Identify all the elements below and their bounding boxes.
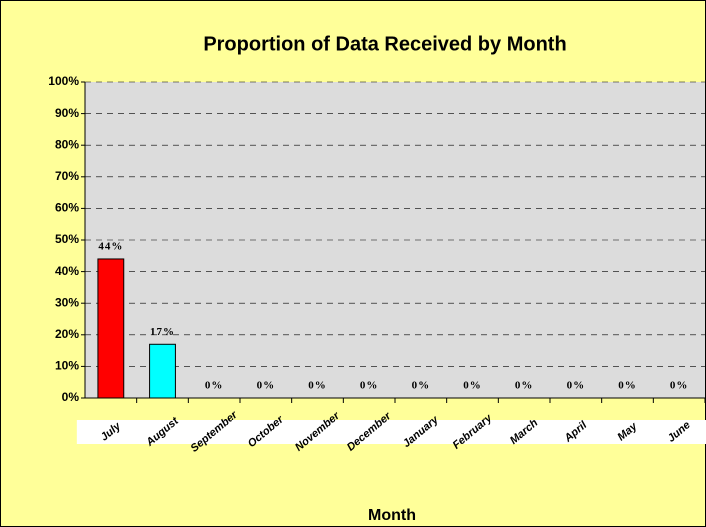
y-tick-label: 90% bbox=[55, 106, 79, 120]
data-label: 0% bbox=[205, 380, 224, 392]
data-label: 0% bbox=[463, 380, 482, 392]
y-tick-label: 10% bbox=[55, 359, 79, 373]
bar bbox=[97, 258, 125, 399]
data-label: 0% bbox=[670, 380, 689, 392]
data-label: 0% bbox=[515, 380, 534, 392]
y-tick-label: 30% bbox=[55, 295, 79, 309]
data-label: 0% bbox=[412, 380, 431, 392]
y-tick-label: 0% bbox=[62, 390, 80, 404]
y-tick-label: 20% bbox=[55, 327, 79, 341]
data-label: 17% bbox=[150, 326, 175, 338]
data-label: 0% bbox=[360, 380, 379, 392]
bar bbox=[149, 343, 176, 399]
y-tick-label: 80% bbox=[55, 137, 79, 151]
y-tick-label: 50% bbox=[55, 232, 79, 246]
x-axis-title: Month bbox=[368, 507, 416, 524]
chart-title: Proportion of Data Received by Month bbox=[203, 33, 566, 55]
x-tick-box bbox=[645, 420, 706, 444]
data-label: 44% bbox=[98, 240, 123, 252]
y-tick-label: 70% bbox=[55, 169, 79, 183]
x-tick-group: June bbox=[645, 419, 706, 445]
data-label: 0% bbox=[618, 380, 637, 392]
y-tick-label: 100% bbox=[48, 74, 79, 88]
y-tick-label: 60% bbox=[55, 201, 79, 215]
data-label: 0% bbox=[567, 380, 586, 392]
data-label: 0% bbox=[308, 380, 327, 392]
data-label: 0% bbox=[257, 380, 276, 392]
y-tick-label: 40% bbox=[55, 264, 79, 278]
